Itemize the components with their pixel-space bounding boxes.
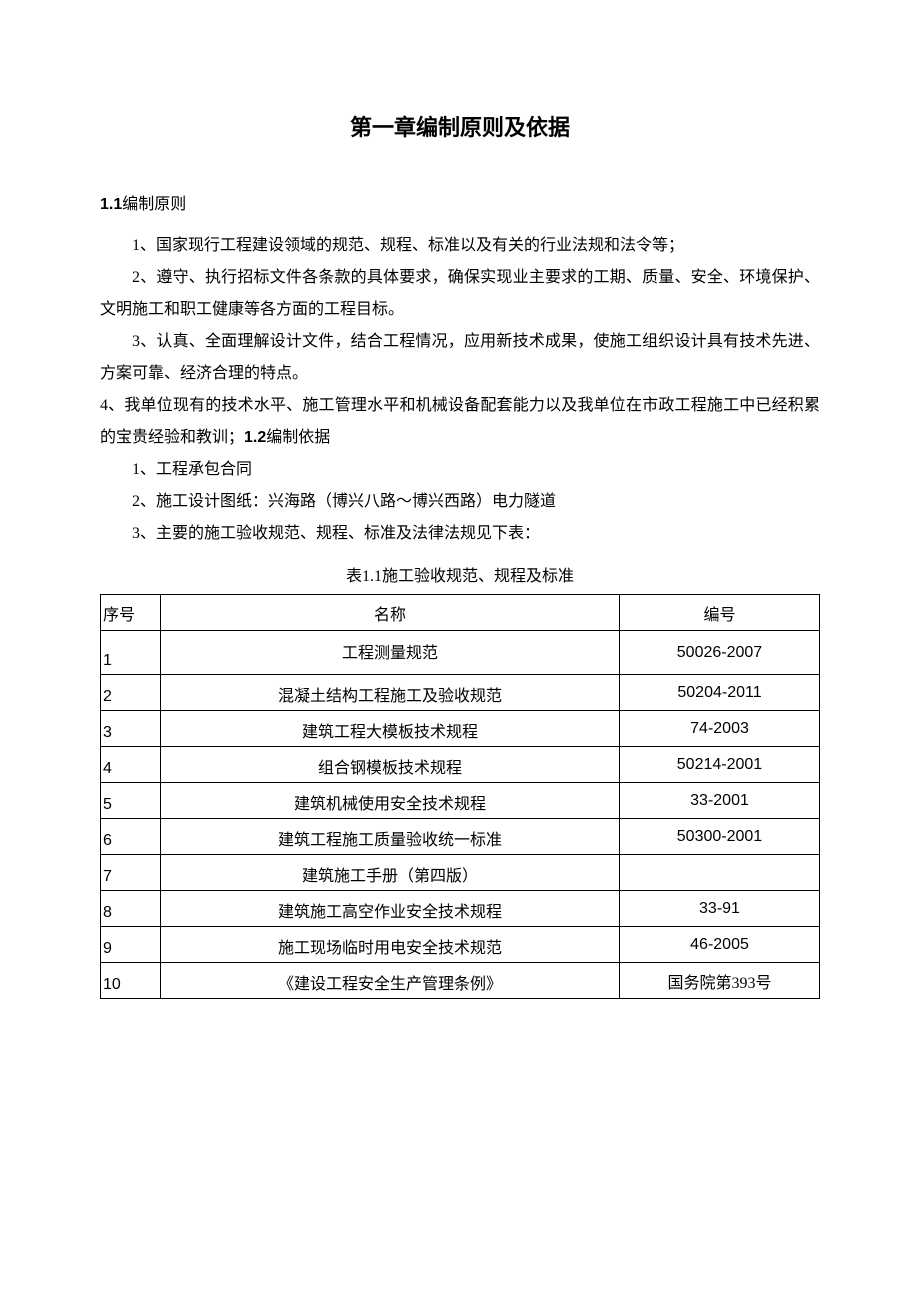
cell-code: 国务院第393号 — [620, 963, 820, 999]
cell-code — [620, 855, 820, 891]
basis-item-2: 2、施工设计图纸：兴海路（博兴八路～博兴西路）电力隧道 — [100, 486, 820, 518]
table-row: 9 施工现场临时用电安全技术规范 46-2005 — [101, 927, 820, 963]
standards-table: 序号 名称 编号 1 工程测量规范 50026-2007 2 混凝土结构工程施工… — [100, 594, 820, 999]
table-row: 10 《建设工程安全生产管理条例》 国务院第393号 — [101, 963, 820, 999]
section-1-2-number: 1.2 — [244, 429, 266, 446]
table-row: 6 建筑工程施工质量验收统一标准 50300-2001 — [101, 819, 820, 855]
cell-code: 46-2005 — [620, 927, 820, 963]
principle-item-1: 1、国家现行工程建设领域的规范、规程、标准以及有关的行业法规和法令等； — [100, 230, 820, 262]
cell-seq: 1 — [101, 631, 161, 675]
cell-seq: 10 — [101, 963, 161, 999]
cell-name: 建筑工程大模板技术规程 — [161, 711, 620, 747]
table-row: 4 组合钢模板技术规程 50214-2001 — [101, 747, 820, 783]
cell-name: 混凝土结构工程施工及验收规范 — [161, 675, 620, 711]
cell-seq: 2 — [101, 675, 161, 711]
cell-code: 50026-2007 — [620, 631, 820, 675]
table-row: 2 混凝土结构工程施工及验收规范 50204-2011 — [101, 675, 820, 711]
cell-code: 33-2001 — [620, 783, 820, 819]
header-seq: 序号 — [101, 595, 161, 631]
chapter-title: 第一章编制原则及依据 — [100, 110, 820, 142]
cell-seq: 6 — [101, 819, 161, 855]
cell-code: 50214-2001 — [620, 747, 820, 783]
cell-name: 工程测量规范 — [161, 631, 620, 675]
section-1-2-suffix: 编制依据 — [266, 429, 330, 446]
principle-item-3: 3、认真、全面理解设计文件，结合工程情况，应用新技术成果，使施工组织设计具有技术… — [100, 326, 820, 390]
principle-item-4-text: 4、我单位现有的技术水平、施工管理水平和机械设备配套能力以及我单位在市政工程施工… — [100, 397, 820, 446]
section-1-1-number: 1.1 — [100, 196, 122, 213]
cell-seq: 8 — [101, 891, 161, 927]
table-header-row: 序号 名称 编号 — [101, 595, 820, 631]
table-row: 3 建筑工程大模板技术规程 74-2003 — [101, 711, 820, 747]
header-code: 编号 — [620, 595, 820, 631]
cell-seq: 4 — [101, 747, 161, 783]
table-row: 8 建筑施工高空作业安全技术规程 33-91 — [101, 891, 820, 927]
table-caption: 表1.1施工验收规范、规程及标准 — [100, 562, 820, 586]
principle-item-4-and-1-2-heading: 4、我单位现有的技术水平、施工管理水平和机械设备配套能力以及我单位在市政工程施工… — [100, 390, 820, 454]
section-1-1-suffix: 编制原则 — [122, 196, 186, 213]
basis-item-1: 1、工程承包合同 — [100, 454, 820, 486]
section-1-1-heading: 1.1编制原则 — [100, 190, 820, 214]
cell-name: 建筑施工高空作业安全技术规程 — [161, 891, 620, 927]
cell-code: 50204-2011 — [620, 675, 820, 711]
cell-seq: 3 — [101, 711, 161, 747]
cell-seq: 5 — [101, 783, 161, 819]
basis-item-3: 3、主要的施工验收规范、规程、标准及法律法规见下表： — [100, 518, 820, 550]
cell-name: 施工现场临时用电安全技术规范 — [161, 927, 620, 963]
table-row: 7 建筑施工手册（第四版） — [101, 855, 820, 891]
cell-name: 组合钢模板技术规程 — [161, 747, 620, 783]
cell-name: 建筑施工手册（第四版） — [161, 855, 620, 891]
header-name: 名称 — [161, 595, 620, 631]
cell-seq: 7 — [101, 855, 161, 891]
cell-name: 建筑工程施工质量验收统一标准 — [161, 819, 620, 855]
cell-code: 74-2003 — [620, 711, 820, 747]
table-row: 1 工程测量规范 50026-2007 — [101, 631, 820, 675]
cell-name: 《建设工程安全生产管理条例》 — [161, 963, 620, 999]
cell-seq: 9 — [101, 927, 161, 963]
table-row: 5 建筑机械使用安全技术规程 33-2001 — [101, 783, 820, 819]
principle-item-2: 2、遵守、执行招标文件各条款的具体要求，确保实现业主要求的工期、质量、安全、环境… — [100, 262, 820, 326]
cell-name: 建筑机械使用安全技术规程 — [161, 783, 620, 819]
cell-code: 33-91 — [620, 891, 820, 927]
cell-code: 50300-2001 — [620, 819, 820, 855]
